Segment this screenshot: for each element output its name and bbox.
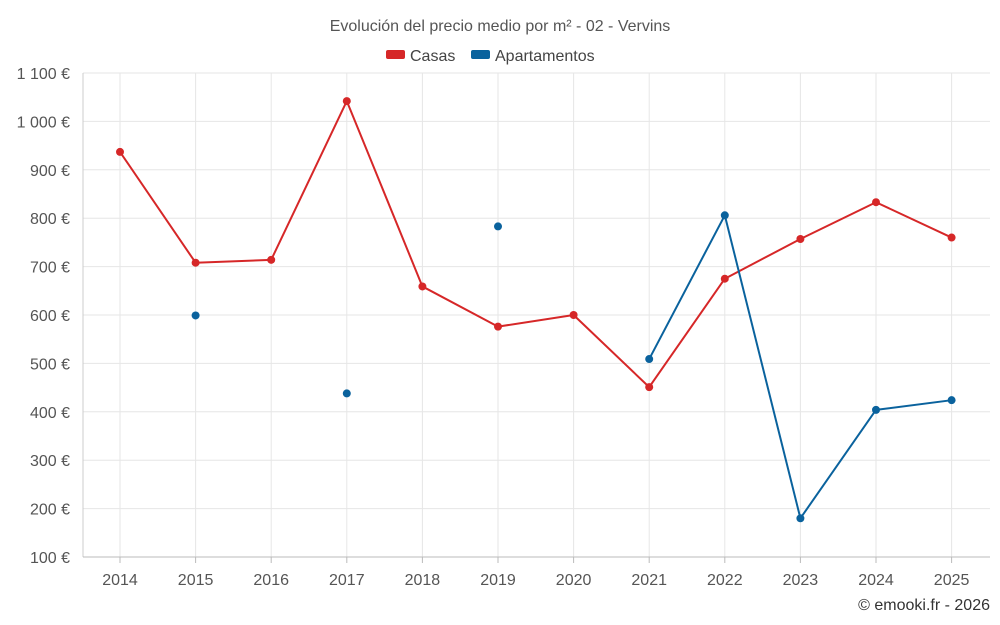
data-point-casas-2021[interactable]: [645, 383, 654, 392]
data-point-casas-2022[interactable]: [720, 274, 729, 283]
y-tick-label: 600 €: [30, 308, 70, 325]
data-point-apartamentos-2025[interactable]: [947, 396, 956, 405]
data-point-casas-2016[interactable]: [267, 255, 276, 264]
chart-title: Evolución del precio medio por m² - 02 -…: [330, 18, 671, 35]
x-tick-label: 2024: [858, 572, 894, 589]
data-point-apartamentos-2015[interactable]: [191, 311, 200, 320]
y-tick-label: 800 €: [30, 211, 70, 228]
data-point-apartamentos-2024[interactable]: [872, 405, 880, 414]
credit-text: © emooki.fr - 2026: [858, 597, 990, 614]
y-tick-label: 500 €: [30, 356, 70, 373]
x-tick-label: 2017: [329, 572, 365, 589]
data-point-casas-2020[interactable]: [569, 311, 578, 319]
x-tick-label: 2021: [631, 572, 667, 589]
data-point-apartamentos-2022[interactable]: [720, 211, 729, 220]
data-point-apartamentos-2023[interactable]: [796, 514, 805, 523]
y-tick-label: 1 000 €: [17, 114, 70, 131]
data-point-casas-2023[interactable]: [796, 235, 805, 244]
legend: Casas Apartamentos: [386, 48, 595, 65]
series-casas: [116, 97, 956, 392]
data-point-casas-2014[interactable]: [116, 147, 124, 156]
y-tick-label: 700 €: [30, 260, 70, 277]
legend-swatch-apartamentos: [471, 50, 490, 59]
series-line-casas: [119, 100, 953, 389]
x-tick-label: 2023: [783, 572, 819, 589]
series-layer: [116, 97, 956, 523]
data-point-casas-2018[interactable]: [418, 282, 427, 291]
legend-label-casas[interactable]: Casas: [410, 48, 455, 65]
y-tick-label: 1 100 €: [17, 66, 70, 83]
y-tick-label: 400 €: [30, 405, 70, 422]
y-tick-label: 100 €: [30, 550, 70, 567]
x-tick-label: 2014: [102, 572, 138, 589]
legend-swatch-casas: [386, 50, 405, 59]
x-tick-label: 2019: [480, 572, 516, 589]
y-tick-label: 200 €: [30, 502, 70, 519]
data-point-apartamentos-2017[interactable]: [342, 389, 351, 398]
x-tick-label: 2016: [253, 572, 289, 589]
x-tick-label: 2022: [707, 572, 743, 589]
data-point-apartamentos-2019[interactable]: [494, 222, 502, 231]
data-point-casas-2025[interactable]: [947, 233, 956, 242]
x-tick-label: 2015: [178, 572, 214, 589]
series-apartamentos: [191, 211, 956, 523]
y-axis: 100 € 200 € 300 € 400 € 500 € 600 € 700 € 800 €…: [17, 66, 84, 567]
data-point-apartamentos-2021[interactable]: [645, 355, 654, 364]
y-tick-label: 900 €: [30, 163, 70, 180]
data-point-casas-2015[interactable]: [191, 258, 200, 267]
data-point-casas-2017[interactable]: [342, 97, 351, 106]
x-axis: 2014 2015 2016 2017 2018 2019 2020 2021 2022 2023…: [83, 556, 990, 589]
x-tick-label: 2025: [934, 572, 970, 589]
data-point-casas-2024[interactable]: [872, 198, 880, 207]
data-point-casas-2019[interactable]: [494, 322, 502, 331]
y-tick-label: 300 €: [30, 453, 70, 470]
x-tick-label: 2020: [556, 572, 592, 589]
legend-label-apartamentos[interactable]: Apartamentos: [495, 48, 595, 65]
grid: [83, 72, 990, 558]
x-tick-label: 2018: [405, 572, 441, 589]
